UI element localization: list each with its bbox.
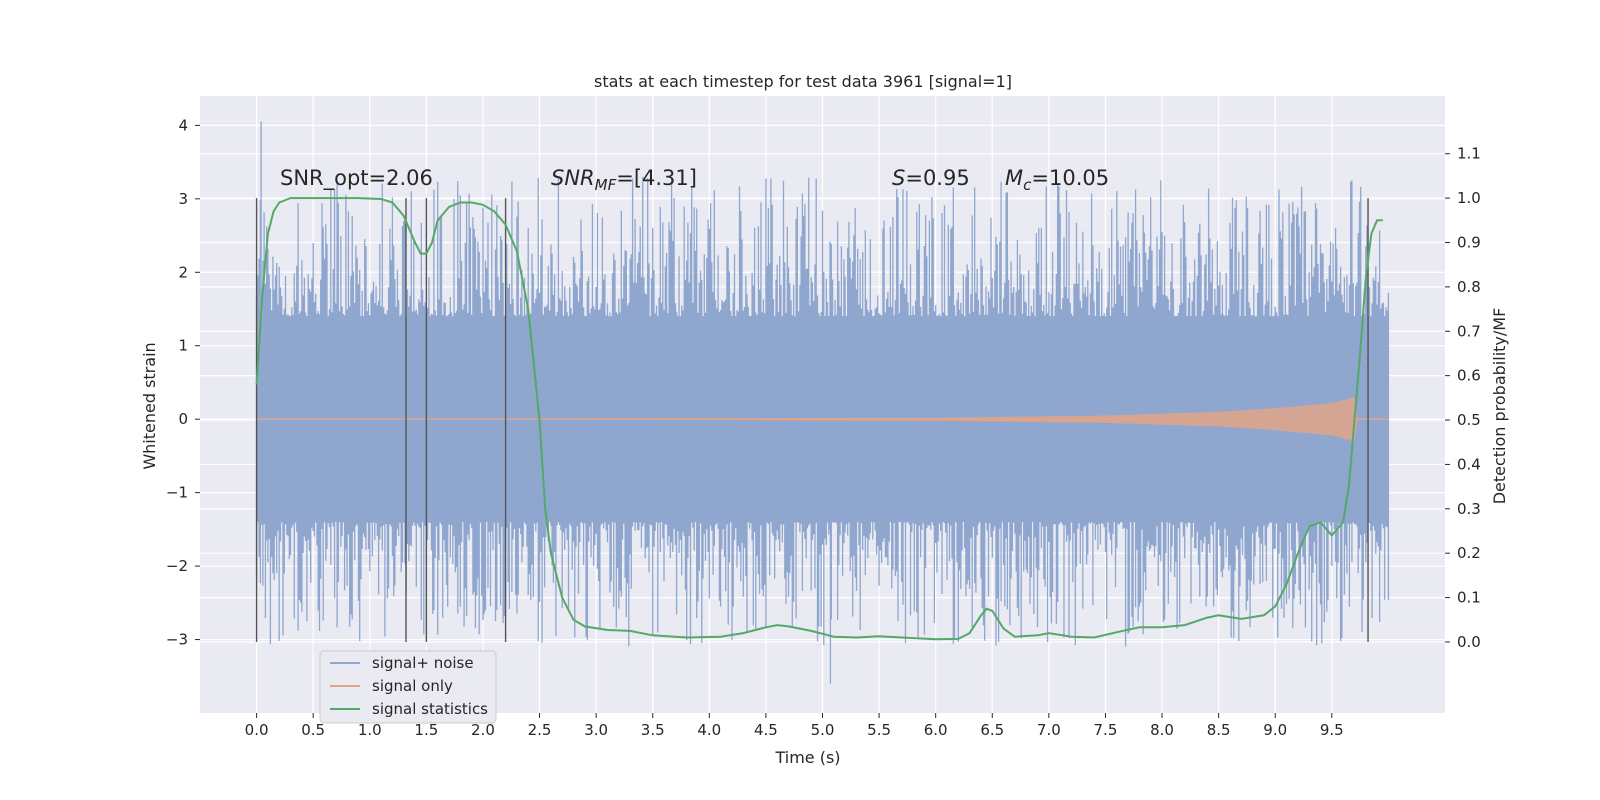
legend: signal+ noise signal only signal statist… (319, 650, 497, 724)
x-tick-label: 6.5 (980, 721, 1004, 739)
x-tick-label: 5.5 (867, 721, 891, 739)
x-tick-label: 8.5 (1207, 721, 1231, 739)
x-tick-label: 6.0 (924, 721, 948, 739)
y2-tick-label: 0.8 (1457, 278, 1481, 296)
snr-mf-base: SNR (551, 166, 595, 190)
y2-tick-label: 0.7 (1457, 322, 1481, 340)
y2-tick-label: 0.2 (1457, 544, 1481, 562)
y-tick-label: −3 (166, 631, 188, 649)
x-tick-label: 5.0 (811, 721, 835, 739)
x-tick-label: 0.5 (301, 721, 325, 739)
chart-title: stats at each timestep for test data 396… (594, 72, 1012, 91)
x-tick-label: 4.5 (754, 721, 778, 739)
annotation-s: S=0.95 (892, 166, 970, 190)
x-tick-label: 8.0 (1150, 721, 1174, 739)
y-tick-label: −1 (166, 484, 188, 502)
annotation-snr-mf: SNRMF=[4.31] (551, 166, 697, 194)
y-tick-label: 1 (178, 337, 188, 355)
x-tick-label: 7.0 (1037, 721, 1061, 739)
y2-tick-label: 0.3 (1457, 500, 1481, 518)
annotation-mc: Mc=10.05 (1005, 166, 1109, 194)
x-tick-label: 1.0 (358, 721, 382, 739)
legend-label-signal-only: signal only (372, 677, 453, 695)
mc-value: =10.05 (1031, 166, 1109, 190)
y2-axis-label: Detection probability/MF (1490, 308, 1509, 505)
snr-mf-value: =[4.31] (616, 166, 697, 190)
y2-tick-label: 0.6 (1457, 367, 1481, 385)
vertical-markers (255, 198, 1369, 642)
x-tick-label: 1.5 (414, 721, 438, 739)
y-tick-label: 3 (178, 190, 188, 208)
y-tick-label: 2 (178, 263, 188, 281)
legend-box (319, 650, 497, 724)
snr-mf-sub: MF (595, 176, 617, 194)
s-value: =0.95 (905, 166, 969, 190)
legend-label-signal-statistics: signal statistics (372, 700, 488, 718)
x-tick-label: 3.5 (641, 721, 665, 739)
y-axis-ticks: 4 3 2 1 0 −1 −2 −3 (166, 116, 200, 649)
mc-sub: c (1023, 176, 1032, 194)
s-label: S (892, 166, 905, 190)
legend-label-signal-noise: signal+ noise (372, 654, 474, 672)
x-tick-label: 2.0 (471, 721, 495, 739)
x-axis-ticks: 0.0 0.5 1.0 1.5 2.0 2.5 3.0 3.5 4.0 4.5 5.0 5.5 6.0 6… (245, 713, 1344, 739)
signal-statistics-series (255, 197, 1383, 641)
y2-tick-label: 1.1 (1457, 145, 1481, 163)
y-tick-label: 0 (178, 410, 188, 428)
y2-tick-label: 0.0 (1457, 633, 1481, 651)
mc-base: M (1005, 166, 1023, 190)
y2-tick-label: 0.9 (1457, 233, 1481, 251)
y2-tick-label: 1.0 (1457, 189, 1481, 207)
x-axis-label: Time (s) (774, 748, 840, 767)
x-tick-label: 0.0 (245, 721, 269, 739)
x-tick-label: 2.5 (528, 721, 552, 739)
x-tick-label: 9.0 (1263, 721, 1287, 739)
y2-axis-ticks: 1.1 1.0 0.9 0.8 0.7 0.6 0.5 0.4 0.3 0.2 0.1 0.0 (1445, 145, 1481, 651)
y2-tick-label: 0.5 (1457, 411, 1481, 429)
x-tick-label: 7.5 (1094, 721, 1118, 739)
statistics-line (255, 197, 1383, 641)
x-tick-label: 9.5 (1320, 721, 1344, 739)
x-tick-label: 4.0 (697, 721, 721, 739)
annotation-snr-opt: SNR_opt=2.06 (280, 166, 433, 191)
y2-tick-label: 0.4 (1457, 455, 1481, 473)
y-tick-label: −2 (166, 557, 188, 575)
y-tick-label: 4 (178, 116, 188, 134)
y2-tick-label: 0.1 (1457, 589, 1481, 607)
y-axis-label: Whitened strain (140, 342, 159, 469)
signal-only-series (256, 397, 1389, 442)
x-tick-label: 3.0 (584, 721, 608, 739)
